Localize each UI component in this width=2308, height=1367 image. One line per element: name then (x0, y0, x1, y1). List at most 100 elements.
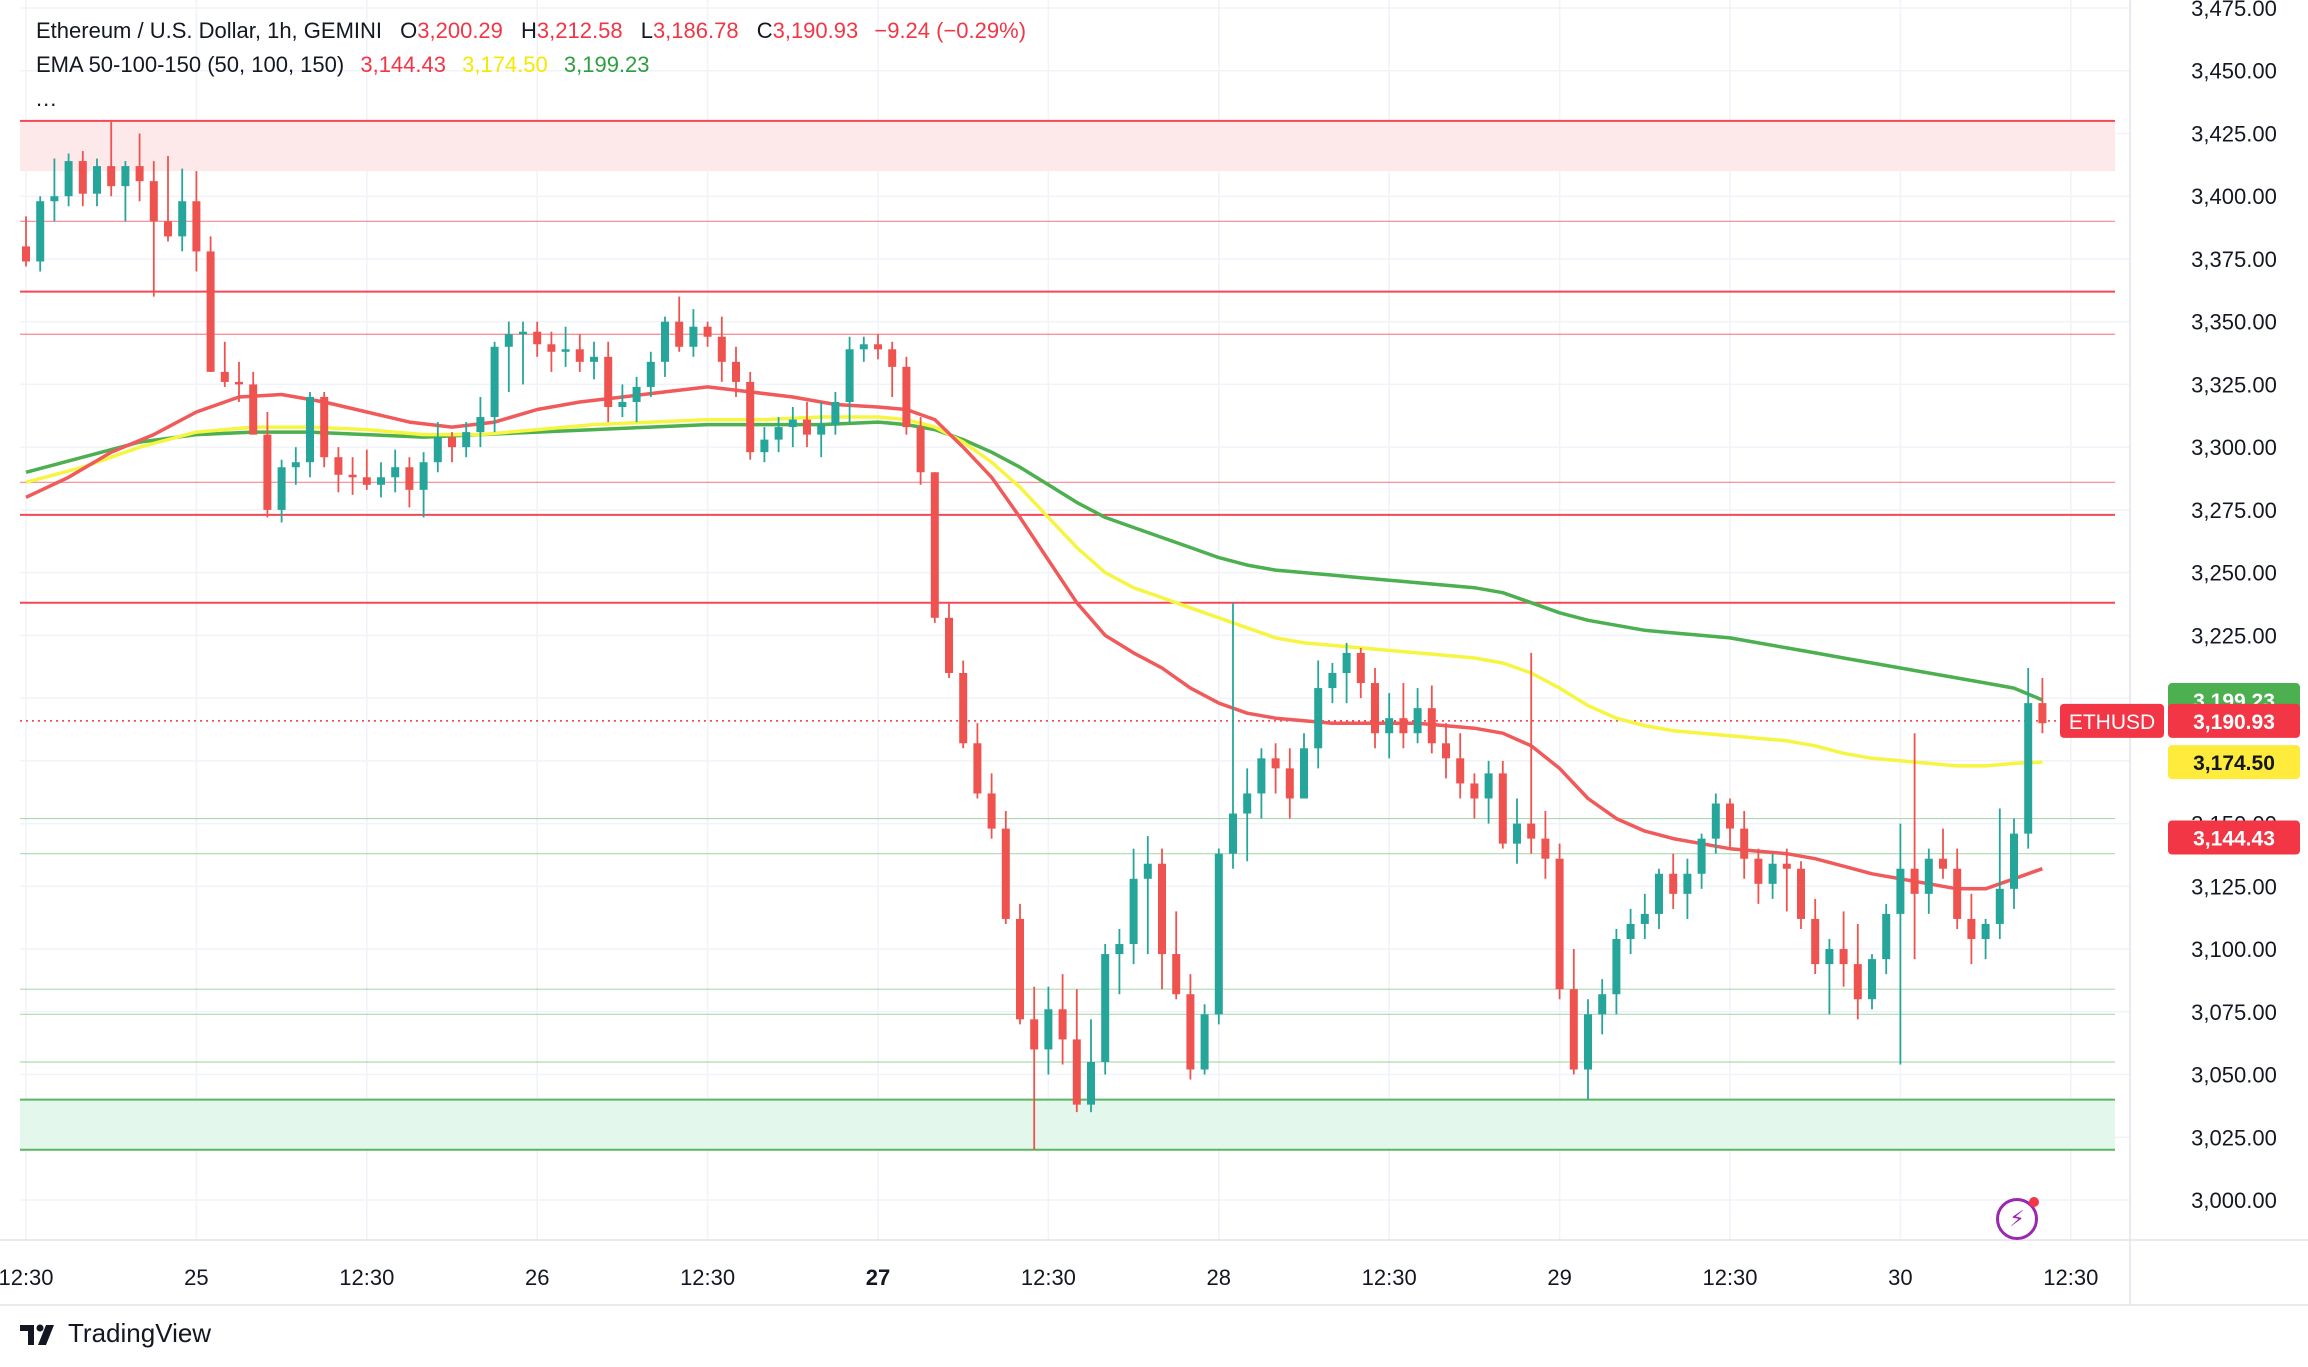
candle-body[interactable] (433, 437, 442, 463)
candle-body[interactable] (1385, 718, 1394, 734)
candle-body[interactable] (760, 439, 769, 453)
candle-body[interactable] (192, 201, 201, 252)
candle-body[interactable] (732, 361, 740, 382)
candle-body[interactable] (1782, 863, 1791, 869)
candle-body[interactable] (1413, 708, 1422, 734)
candle-body[interactable] (405, 467, 414, 490)
candle-body[interactable] (1669, 873, 1678, 894)
candle-body[interactable] (1072, 1039, 1081, 1105)
candle-body[interactable] (1683, 873, 1692, 894)
ema50-line[interactable] (25, 385, 2043, 891)
candle-body[interactable] (888, 349, 897, 367)
candle-body[interactable] (291, 462, 300, 468)
candle-body[interactable] (1129, 878, 1138, 945)
candle-body[interactable] (1981, 923, 1990, 940)
candle-body[interactable] (632, 386, 641, 402)
candle-body[interactable] (1882, 913, 1891, 960)
candle-body[interactable] (547, 344, 556, 352)
candle-body[interactable] (959, 673, 968, 744)
candle-body[interactable] (1995, 888, 2004, 924)
candle-body[interactable] (1924, 858, 1933, 894)
candle-body[interactable] (1314, 688, 1323, 749)
candle-body[interactable] (235, 381, 243, 385)
legend-ema-row[interactable]: EMA 50-100-150 (50, 100, 150) 3,144.43 3… (36, 52, 650, 78)
candle-body[interactable] (1939, 858, 1947, 869)
candle-body[interactable] (1825, 949, 1834, 965)
candle-body[interactable] (149, 181, 158, 222)
candle-body[interactable] (1811, 918, 1820, 965)
candle-body[interactable] (490, 346, 499, 418)
candle-body[interactable] (1754, 858, 1763, 884)
candle-body[interactable] (916, 427, 925, 473)
candle-body[interactable] (646, 361, 655, 387)
candle-body[interactable] (504, 334, 513, 347)
candle-body[interactable] (2024, 703, 2033, 834)
candle-body[interactable] (320, 396, 329, 458)
candle-body[interactable] (377, 477, 385, 485)
candle-body[interactable] (2010, 833, 2018, 889)
ema150-line[interactable] (25, 420, 2044, 702)
candle-body[interactable] (391, 467, 400, 478)
candle-body[interactable] (1257, 758, 1266, 794)
candle-body[interactable] (1016, 918, 1024, 1020)
candle-body[interactable] (717, 336, 726, 362)
candle-body[interactable] (1569, 989, 1578, 1070)
candle-body[interactable] (930, 472, 939, 618)
lightning-icon[interactable]: ⚡ (1996, 1197, 2039, 1240)
candle-body[interactable] (689, 326, 698, 347)
candle-body[interactable] (1697, 838, 1706, 874)
candle-body[interactable] (973, 743, 982, 794)
candle-body[interactable] (1285, 768, 1294, 799)
candle-body[interactable] (1143, 863, 1152, 879)
candle-body[interactable] (1030, 1019, 1039, 1050)
candle-body[interactable] (2038, 703, 2047, 724)
candle-body[interactable] (1896, 868, 1905, 914)
candle-body[interactable] (50, 196, 59, 202)
candle-body[interactable] (1328, 673, 1337, 689)
candle-body[interactable] (1740, 828, 1749, 859)
candle-body[interactable] (1371, 683, 1379, 734)
candle-body[interactable] (1044, 1009, 1053, 1050)
candle-body[interactable] (220, 371, 229, 382)
price-axis[interactable] (2130, 0, 2308, 1305)
candle-body[interactable] (831, 401, 840, 425)
candle-body[interactable] (604, 356, 613, 408)
candle-body[interactable] (590, 356, 598, 362)
candle-body[interactable] (1158, 863, 1166, 955)
legend-symbol[interactable]: Ethereum / U.S. Dollar, 1h, GEMINI (36, 18, 383, 43)
candle-body[interactable] (1527, 823, 1536, 839)
candle-body[interactable] (462, 432, 471, 448)
candle-body[interactable] (1456, 758, 1465, 784)
candle-body[interactable] (1953, 868, 1962, 919)
candle-body[interactable] (661, 321, 669, 362)
candle-body[interactable] (1967, 918, 1976, 940)
candle-body[interactable] (788, 419, 797, 428)
candle-body[interactable] (1271, 758, 1280, 769)
candle-body[interactable] (774, 427, 783, 440)
candle-body[interactable] (1214, 853, 1223, 1015)
candle-body[interactable] (1470, 783, 1479, 799)
candle-body[interactable] (448, 437, 456, 448)
candle-body[interactable] (249, 384, 258, 435)
ema100-line[interactable] (25, 415, 2043, 768)
candle-body[interactable] (1172, 954, 1181, 995)
candle-body[interactable] (1229, 813, 1237, 854)
candle-body[interactable] (1555, 858, 1564, 990)
candle-body[interactable] (1399, 718, 1408, 734)
candle-body[interactable] (618, 401, 627, 408)
candle-body[interactable] (419, 462, 428, 490)
candle-body[interactable] (22, 246, 30, 262)
candle-body[interactable] (1001, 828, 1010, 919)
candle-body[interactable] (1626, 923, 1635, 940)
candle-body[interactable] (1726, 803, 1734, 829)
candle-body[interactable] (135, 166, 144, 182)
candle-body[interactable] (1087, 1061, 1095, 1105)
candle-body[interactable] (1427, 708, 1436, 744)
candle-body[interactable] (1768, 863, 1777, 884)
candle-body[interactable] (987, 793, 996, 829)
candle-body[interactable] (561, 349, 570, 352)
candle-body[interactable] (334, 457, 343, 475)
candle-body[interactable] (1598, 994, 1607, 1015)
